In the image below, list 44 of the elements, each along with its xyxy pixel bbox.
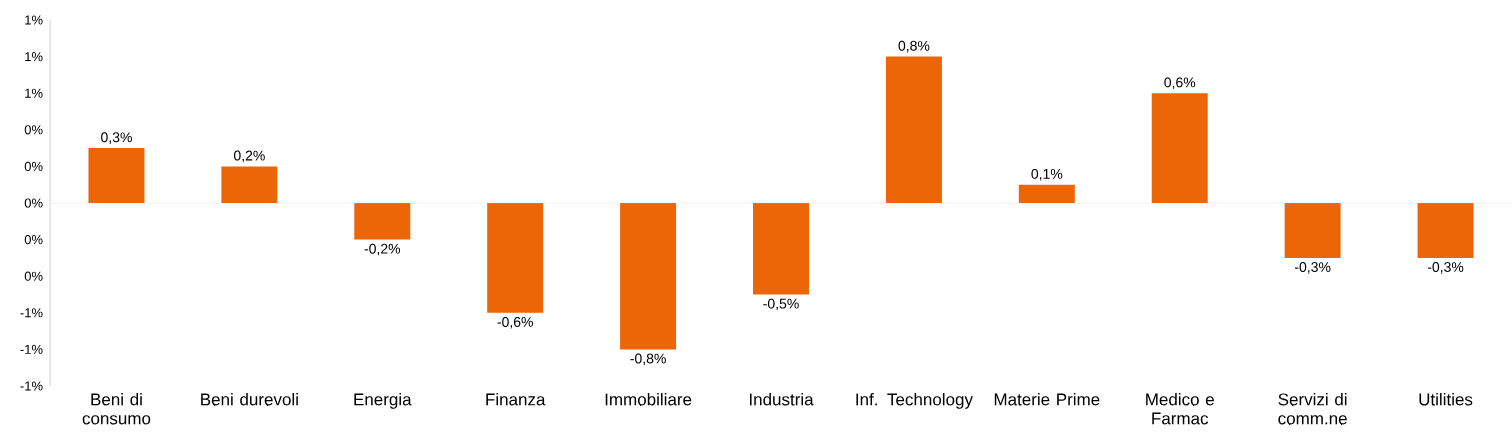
data-label: -0,6%: [497, 316, 533, 329]
data-label: -0,5%: [763, 298, 799, 311]
x-tick-label: Beni durevoli: [201, 392, 298, 406]
data-label: -0,3%: [1427, 262, 1464, 274]
y-tick-label: -1%: [20, 308, 43, 318]
x-tick-label: Utilities: [1419, 392, 1473, 406]
bar: [1018, 184, 1075, 203]
data-label: 0,3%: [101, 132, 132, 144]
x-tick-label: Industria: [749, 392, 814, 406]
data-label: 0,2%: [233, 150, 265, 163]
bar: [1151, 93, 1208, 203]
y-tick-label: 1%: [25, 15, 43, 25]
data-label: 0,8%: [898, 40, 930, 53]
x-tick-label: Medico e Farmac: [1146, 392, 1214, 425]
y-tick-label: 0%: [24, 234, 43, 245]
y-tick-label: 0%: [24, 271, 43, 281]
data-label: -0,8%: [630, 353, 666, 366]
x-tick-label: Finanza: [486, 392, 546, 406]
bar: [487, 202, 544, 313]
bar: [1417, 202, 1474, 258]
x-tick-label: Immobiliare: [605, 392, 692, 406]
data-label: 0,1%: [1031, 168, 1063, 181]
y-tick-label: 1%: [25, 52, 43, 62]
bar: [620, 202, 677, 350]
data-label: -0,3%: [1294, 262, 1331, 274]
bar: [354, 202, 411, 240]
data-label: 0,6%: [1164, 77, 1196, 89]
data-label: -0,2%: [364, 243, 401, 256]
y-tick-label: 1%: [25, 88, 43, 98]
x-tick-label: Materie Prime: [994, 392, 1100, 406]
bar: [753, 202, 810, 295]
x-tick-label: Servizi di comm.ne: [1278, 392, 1347, 425]
bar: [885, 56, 942, 203]
bar: [1284, 202, 1341, 258]
bar: [221, 166, 278, 203]
y-tick-label: -1%: [20, 344, 43, 354]
x-tick-label: Energia: [354, 392, 412, 409]
bar: [88, 148, 145, 203]
x-tick-label: Beni di consumo: [82, 392, 151, 425]
y-tick-label: 0%: [24, 161, 43, 171]
x-tick-label: Inf. Technology: [856, 392, 973, 409]
y-tick-label: -1%: [20, 381, 43, 391]
y-tick-label: 0%: [24, 125, 43, 135]
y-tick-label: 0%: [24, 198, 43, 208]
